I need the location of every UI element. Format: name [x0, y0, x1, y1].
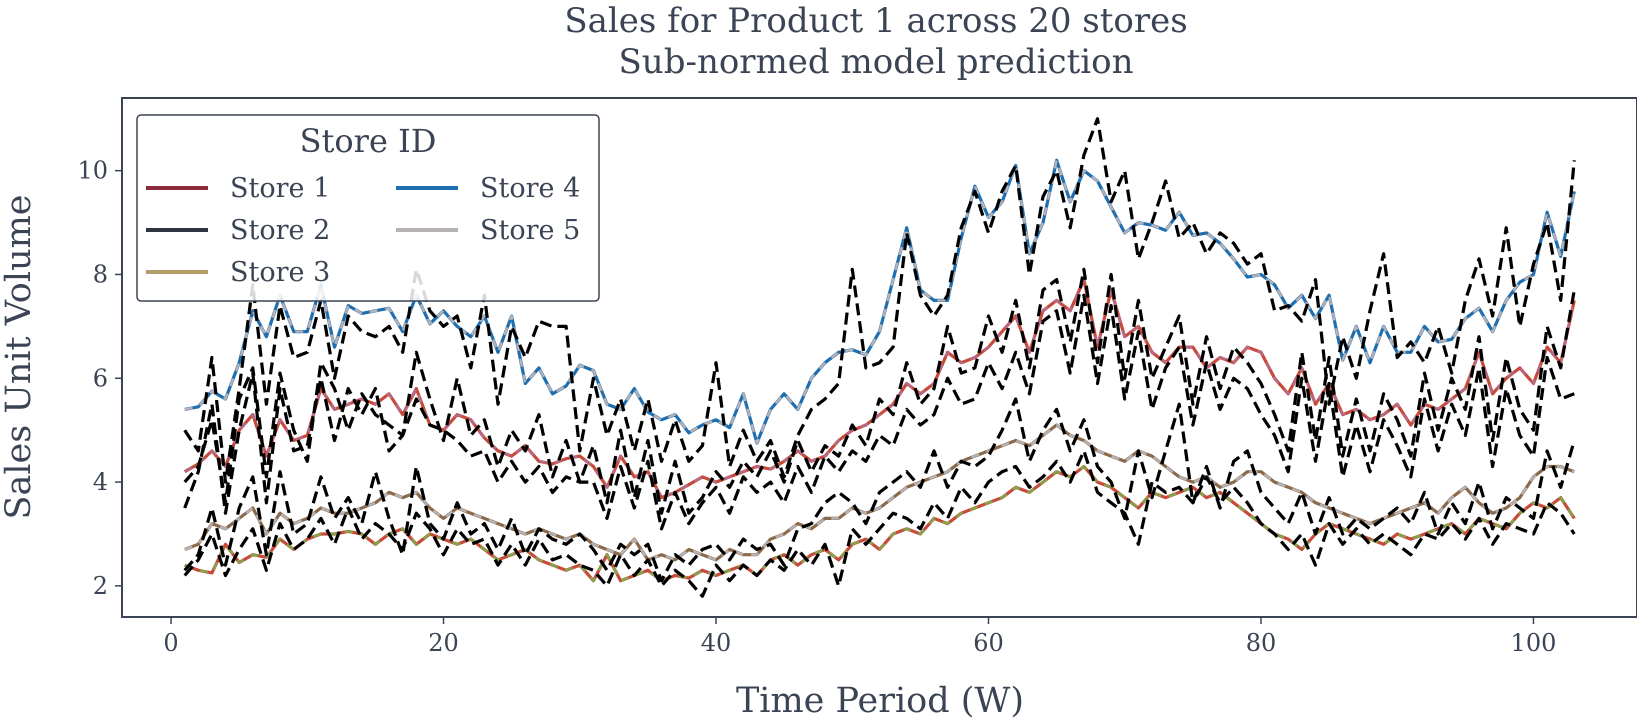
legend-label: Store 4: [480, 173, 580, 204]
prediction-series-overlay-3: [184, 423, 1575, 562]
x-axis-ticks: 0 20 40 60 80 100: [163, 617, 1556, 657]
chart-title: Sales for Product 1 across 20 stores: [564, 1, 1187, 41]
y-tick-label: 6: [93, 364, 108, 392]
actual-series-line-5: [183, 117, 1576, 484]
series-layer: [183, 117, 1576, 598]
legend-label: Store 2: [230, 215, 330, 246]
y-axis-label: Sales Unit Volume: [0, 194, 39, 519]
actual-series-line-9: [183, 449, 1576, 598]
actual-series-line-6: [183, 267, 1576, 515]
prediction-series-overlay-2: [184, 278, 1576, 499]
x-tick-label: 80: [1246, 629, 1277, 657]
legend-box: [136, 114, 600, 302]
y-tick-label: 8: [93, 260, 108, 288]
x-tick-label: 20: [428, 629, 459, 657]
plot-frame: [121, 97, 1637, 618]
chart-subtitle: Sub-normed model prediction: [619, 42, 1134, 82]
actual-series-line-8: [183, 397, 1576, 583]
prediction-series-overlay-4: [184, 465, 1576, 582]
x-axis-label: Time Period (W): [736, 681, 1024, 721]
x-tick-label: 40: [701, 629, 732, 657]
x-tick-label: 60: [973, 629, 1004, 657]
legend-entries: Store 1 Store 2 Store 3 Store 4 Store 5: [146, 173, 580, 288]
x-tick-label: 0: [163, 629, 178, 657]
actual-series-line-7: [183, 293, 1575, 531]
legend-label: Store 1: [230, 173, 330, 204]
y-tick-label: 10: [77, 157, 108, 185]
legend-label: Store 5: [480, 215, 580, 246]
y-tick-label: 4: [93, 468, 108, 496]
legend-title: Store ID: [300, 122, 437, 160]
x-tick-label: 100: [1511, 629, 1557, 657]
y-tick-label: 2: [93, 572, 108, 600]
y-axis-ticks: 2 4 6 8 10: [77, 157, 122, 600]
legend-label: Store 3: [230, 257, 330, 288]
